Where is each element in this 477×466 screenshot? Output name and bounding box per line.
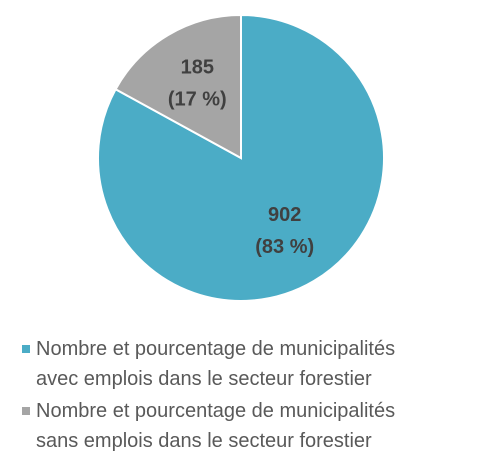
legend-item: Nombre et pourcentage de municipalités s… (22, 396, 442, 456)
legend-label: Nombre et pourcentage de municipalités s… (36, 400, 396, 452)
legend-swatch (22, 407, 30, 415)
pie-slice (114, 13, 242, 160)
data-label: 185 (181, 56, 214, 78)
legend-swatch (22, 345, 30, 353)
percentage-label: (17 %) (168, 88, 227, 110)
percentage-label: (83 %) (255, 236, 314, 258)
data-label: 902 (268, 204, 301, 226)
pie-chart: 902 (83 %) 185 (17 %) (97, 13, 385, 302)
legend-item: Nombre et pourcentage de municipalités a… (22, 334, 442, 394)
legend-label: Nombre et pourcentage de municipalités a… (36, 338, 396, 390)
